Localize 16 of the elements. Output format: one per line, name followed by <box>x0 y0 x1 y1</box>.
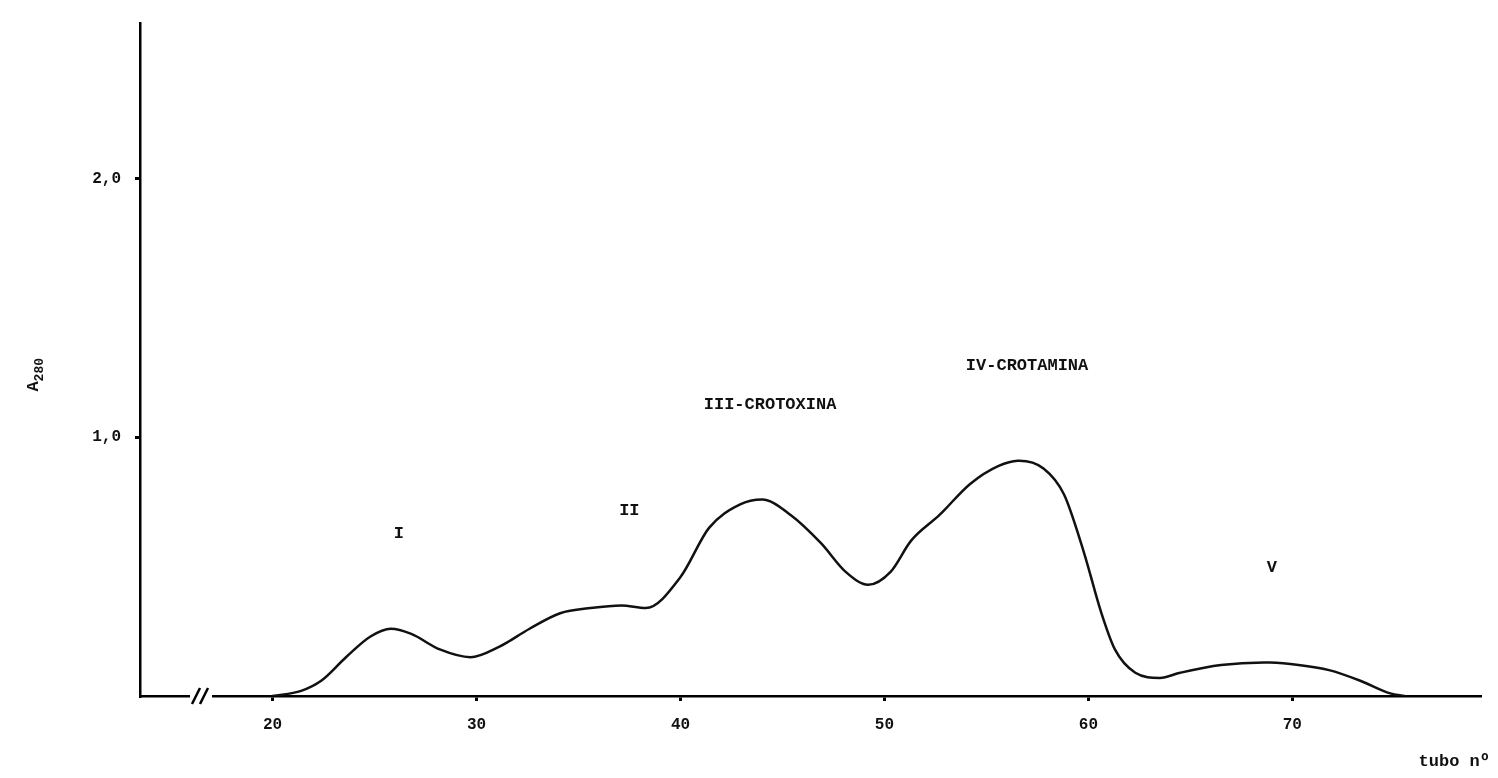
line-series <box>271 459 1406 696</box>
x-tick-label: 60 <box>1078 715 1098 734</box>
annotation: V <box>1266 557 1278 577</box>
y-axis-title: A280 <box>24 357 48 392</box>
annotation: II <box>619 500 640 520</box>
y-tick-label: 2,0 <box>92 169 121 188</box>
x-tick-label: 30 <box>466 715 487 734</box>
y-tick-label: 1,0 <box>92 428 121 447</box>
x-tick-label: 50 <box>874 715 895 734</box>
x-tick-label: 40 <box>670 715 691 734</box>
annotation: III-CROTOXINA <box>703 394 838 414</box>
x-axis-title: tubo nº <box>1418 752 1491 772</box>
x-tick-label: 70 <box>1282 715 1302 734</box>
x-tick-label: 20 <box>262 715 283 734</box>
annotation: IV-CROTAMINA <box>965 355 1090 375</box>
annotation: I <box>393 524 404 544</box>
